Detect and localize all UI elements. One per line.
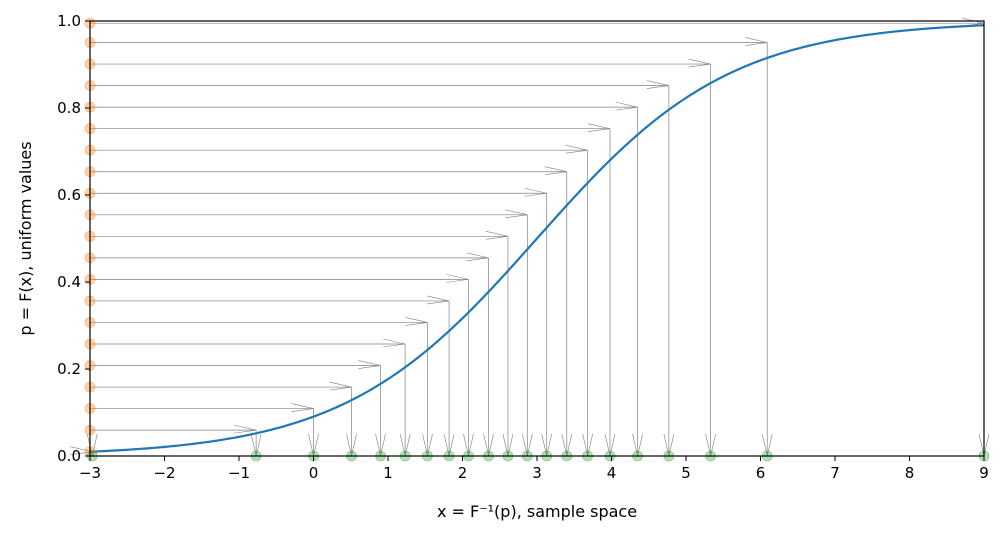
y-tick-label: 0.0 xyxy=(57,447,81,465)
horizontal-arrowhead xyxy=(646,80,669,89)
horizontal-arrowhead xyxy=(466,252,489,262)
x-tick-label: −1 xyxy=(228,464,250,482)
horizontal-arrowhead xyxy=(329,381,352,391)
horizontal-arrowhead xyxy=(615,101,638,111)
x-tick-label: 2 xyxy=(458,464,468,482)
y-tick-label: 0.4 xyxy=(57,273,81,291)
x-tick-label: 4 xyxy=(607,464,617,482)
horizontal-arrowhead xyxy=(688,58,711,68)
cdf-curve xyxy=(89,24,985,453)
ticks-layer: −3 −2 −1 0 1 2 3 4 5 6 7 8 9 0.0 0.2 0.4 0.6 0.8 1.0 xyxy=(57,12,989,482)
horizontal-arrowhead xyxy=(544,166,567,176)
curve-layer xyxy=(89,24,985,453)
horizontal-arrowhead xyxy=(291,403,314,412)
x-tick-label: 7 xyxy=(830,464,840,482)
x-tick-label: 0 xyxy=(309,464,319,482)
horizontal-arrowhead xyxy=(358,360,381,369)
x-tick-label: −2 xyxy=(153,464,175,482)
x-tick-label: 6 xyxy=(756,464,766,482)
x-tick-label: 5 xyxy=(681,464,691,482)
y-tick-label: 1.0 xyxy=(57,12,81,30)
horizontal-arrowhead xyxy=(524,187,547,197)
horizontal-arrowhead xyxy=(745,37,768,46)
x-tick-label: 8 xyxy=(905,464,915,482)
arrows-layer xyxy=(70,17,990,457)
y-tick-label: 0.2 xyxy=(57,360,81,378)
x-tick-label: −3 xyxy=(79,464,101,482)
horizontal-arrowhead xyxy=(505,209,528,219)
horizontal-arrowhead xyxy=(234,424,257,434)
x-tick-label: 3 xyxy=(532,464,542,482)
horizontal-arrowhead xyxy=(383,338,406,348)
y-tick-label: 0.8 xyxy=(57,99,81,117)
x-tick-label: 1 xyxy=(383,464,393,482)
horizontal-arrowhead xyxy=(485,231,509,240)
horizontal-arrowhead xyxy=(405,317,428,326)
y-tick-label: 0.6 xyxy=(57,186,81,204)
horizontal-arrowhead xyxy=(427,295,450,305)
x-axis-label: x = F⁻¹(p), sample space xyxy=(437,502,637,521)
horizontal-arrowhead xyxy=(565,144,588,154)
horizontal-arrowhead xyxy=(446,274,469,283)
y-axis-label: p = F(x), uniform values xyxy=(16,141,35,335)
horizontal-arrowhead xyxy=(587,123,611,132)
x-tick-label: 9 xyxy=(979,464,989,482)
